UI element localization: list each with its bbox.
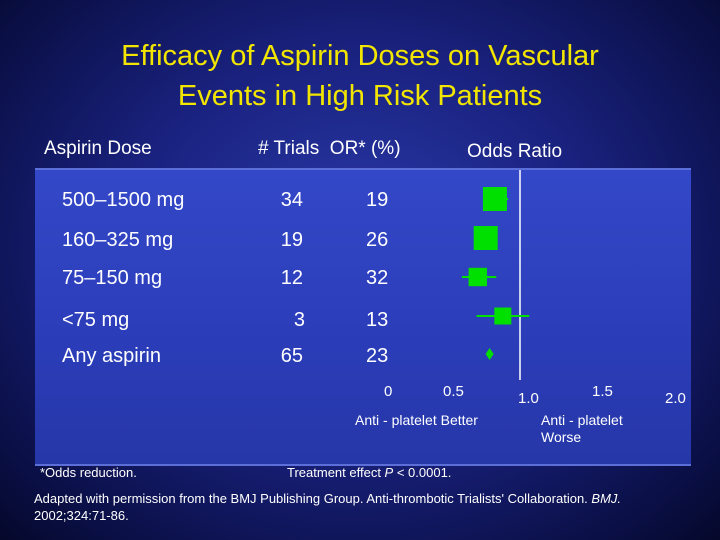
header-trials-or: # Trials OR* (%) bbox=[258, 138, 401, 159]
citation-main: Adapted with permission from the BMJ Pub… bbox=[34, 491, 592, 506]
row-dose-3: <75 mg bbox=[62, 309, 130, 331]
row-dose-0: 500–1500 mg bbox=[62, 189, 185, 211]
x-tick-1-0: 1.0 bbox=[518, 390, 539, 407]
x-tick-1-5: 1.5 bbox=[592, 383, 613, 400]
marker-0 bbox=[482, 187, 507, 211]
citation-journal: BMJ. bbox=[591, 491, 622, 506]
row-trials-3: 3 bbox=[293, 309, 305, 331]
citation: Adapted with permission from the BMJ Pub… bbox=[34, 490, 694, 524]
footnote-odds-reduction: *Odds reduction. bbox=[40, 465, 137, 480]
row-or-2: 32 bbox=[366, 267, 389, 289]
x-tick-2-0: 2.0 bbox=[665, 390, 686, 407]
marker-4 bbox=[485, 348, 494, 360]
row-trials-2: 12 bbox=[280, 267, 303, 289]
label-antiplatelet-worse: Anti - platelet Worse bbox=[541, 412, 623, 446]
row-or-4: 23 bbox=[366, 345, 389, 367]
row-dose-4: Any aspirin bbox=[62, 345, 161, 367]
marker-3 bbox=[494, 307, 512, 325]
treatment-effect: Treatment effect P < 0.0001. bbox=[287, 465, 451, 480]
treatment-effect-p: P bbox=[384, 465, 394, 480]
header-aspirin-dose: Aspirin Dose bbox=[44, 138, 152, 159]
x-tick-0-5: 0.5 bbox=[443, 383, 464, 400]
title-line-2: Events in High Risk Patients bbox=[177, 80, 543, 112]
label-worse-line-1: Anti - platelet bbox=[541, 412, 623, 428]
label-antiplatelet-better: Anti - platelet Better bbox=[355, 412, 478, 428]
row-dose-1: 160–325 mg bbox=[62, 229, 174, 251]
x-tick-0: 0 bbox=[384, 383, 393, 400]
row-trials-0: 34 bbox=[280, 189, 303, 211]
treatment-effect-suffix: < 0.0001. bbox=[393, 465, 452, 480]
header-odds-ratio: Odds Ratio bbox=[467, 141, 563, 162]
row-or-1: 26 bbox=[366, 229, 389, 251]
row-trials-1: 19 bbox=[280, 229, 303, 251]
treatment-effect-prefix: Treatment effect bbox=[287, 465, 385, 480]
row-trials-4: 65 bbox=[280, 345, 303, 367]
label-worse-line-2: Worse bbox=[541, 429, 582, 445]
row-dose-2: 75–150 mg bbox=[62, 267, 163, 289]
slide-title: Efficacy of Aspirin Doses on Vascular Ev… bbox=[0, 36, 720, 116]
citation-ref: 2002;324:71-86. bbox=[34, 508, 129, 523]
title-line-1: Efficacy of Aspirin Doses on Vascular bbox=[121, 40, 599, 72]
row-or-3: 13 bbox=[366, 309, 389, 331]
marker-2 bbox=[468, 267, 487, 287]
marker-1 bbox=[473, 226, 498, 250]
row-or-0: 19 bbox=[366, 189, 389, 211]
table-panel bbox=[35, 168, 691, 466]
